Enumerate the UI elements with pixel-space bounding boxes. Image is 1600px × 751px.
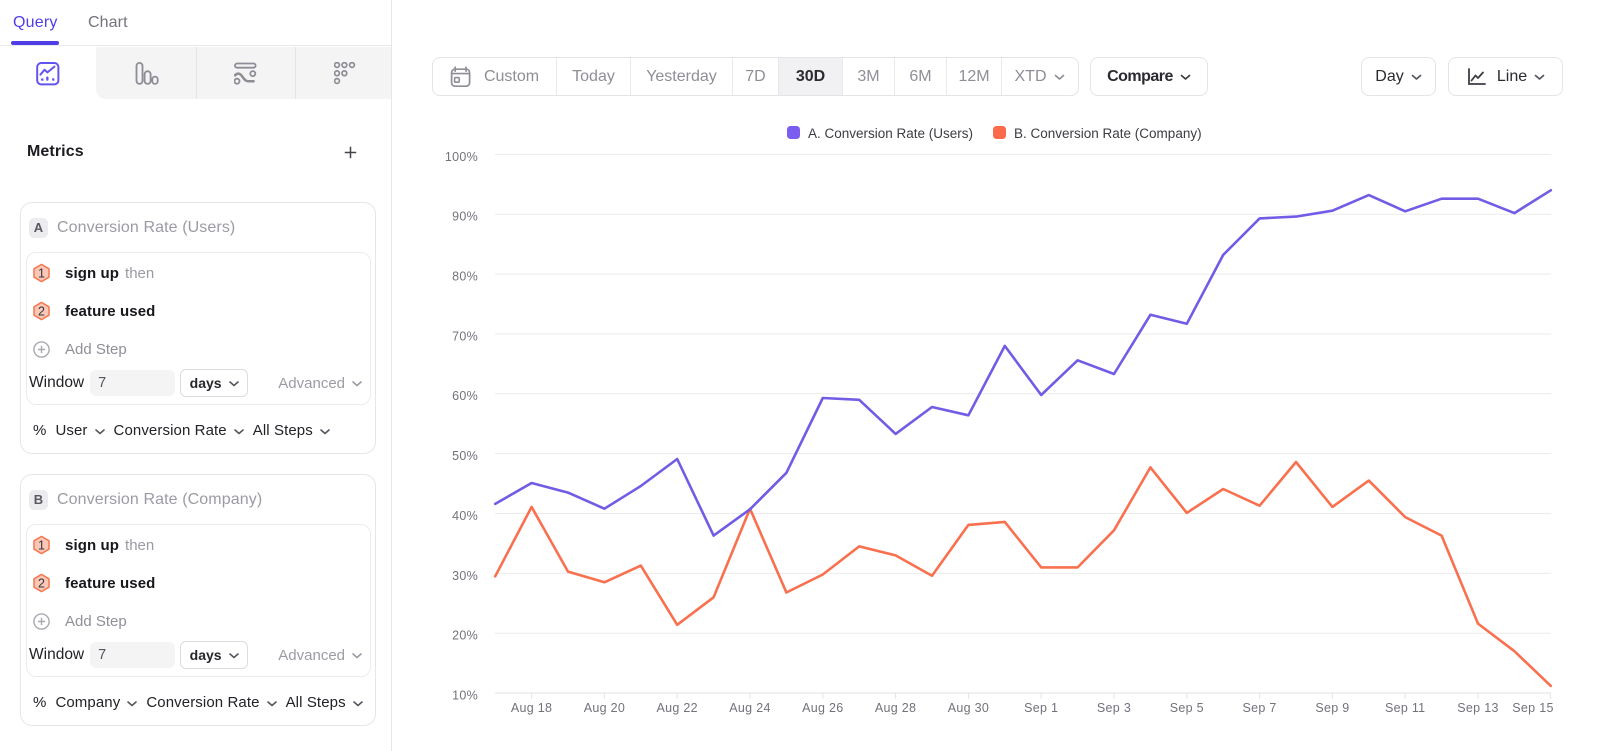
svg-text:A. Conversion Rate (Users): A. Conversion Rate (Users) [808,126,973,141]
svg-text:Sep 11: Sep 11 [1385,701,1426,715]
svg-text:Sep 15: Sep 15 [1512,701,1553,715]
svg-text:1: 1 [38,266,45,280]
svg-text:Aug 20: Aug 20 [584,701,625,715]
svg-text:1: 1 [38,538,45,552]
svg-text:100%: 100% [445,150,478,164]
svg-text:50%: 50% [452,449,478,463]
svg-text:30%: 30% [452,569,478,583]
svg-text:Aug 30: Aug 30 [948,701,989,715]
svg-text:Sep 9: Sep 9 [1315,701,1349,715]
svg-text:20%: 20% [452,629,478,643]
svg-text:B. Conversion Rate (Company): B. Conversion Rate (Company) [1014,126,1202,141]
svg-text:2: 2 [38,576,45,590]
svg-text:10%: 10% [452,688,478,702]
svg-text:Aug 28: Aug 28 [875,701,916,715]
svg-text:Aug 26: Aug 26 [802,701,843,715]
svg-text:Sep 7: Sep 7 [1243,701,1277,715]
svg-text:Sep 3: Sep 3 [1097,701,1131,715]
svg-text:Sep 13: Sep 13 [1457,701,1498,715]
svg-text:Aug 22: Aug 22 [656,701,697,715]
svg-text:70%: 70% [452,329,478,343]
svg-text:40%: 40% [452,509,478,523]
svg-text:Aug 18: Aug 18 [511,701,552,715]
svg-text:60%: 60% [452,389,478,403]
svg-text:90%: 90% [452,210,478,224]
svg-text:Aug 24: Aug 24 [729,701,770,715]
svg-text:80%: 80% [452,270,478,284]
svg-text:Sep 5: Sep 5 [1170,701,1204,715]
svg-text:2: 2 [38,304,45,318]
svg-text:Sep 1: Sep 1 [1024,701,1058,715]
